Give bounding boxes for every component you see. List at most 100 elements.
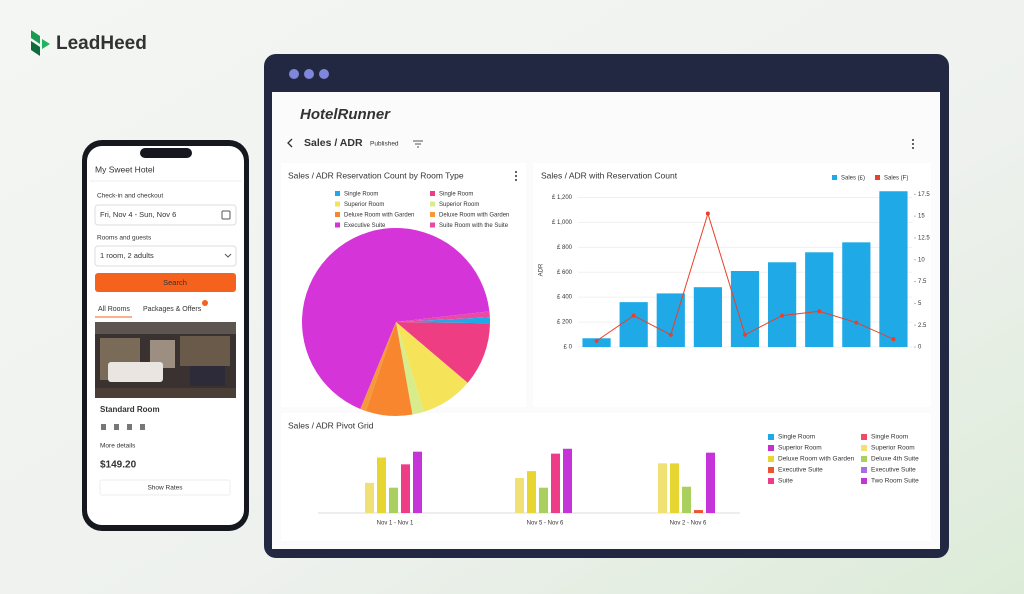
y-tick-label: £ 400 bbox=[557, 295, 573, 301]
bar bbox=[805, 252, 834, 347]
window-dot bbox=[289, 69, 299, 79]
legend-label: Single Room bbox=[778, 434, 815, 441]
pie-slice bbox=[396, 322, 424, 415]
bar bbox=[619, 302, 648, 347]
pie-slice bbox=[396, 311, 490, 322]
more-details[interactable]: More details bbox=[100, 443, 136, 450]
price: $149.20 bbox=[100, 460, 137, 471]
bar bbox=[389, 487, 398, 513]
bar bbox=[401, 464, 410, 513]
line-point bbox=[743, 332, 747, 337]
legend-label: Superior Room bbox=[439, 202, 479, 208]
legend-swatch bbox=[861, 445, 867, 451]
search-button[interactable] bbox=[95, 273, 236, 292]
back-icon[interactable] bbox=[287, 138, 293, 148]
line-point bbox=[668, 332, 673, 337]
y-axis-label: ADR bbox=[539, 263, 545, 276]
legend-swatch bbox=[430, 222, 435, 228]
y2-tick-label: 0 bbox=[918, 345, 922, 351]
dropdown-icon bbox=[224, 253, 232, 258]
legend-label: Executive Suite bbox=[344, 223, 386, 229]
show-rates-label: Show Rates bbox=[147, 485, 183, 492]
y2-tick-label: 5 bbox=[918, 301, 922, 307]
legend-swatch bbox=[768, 445, 774, 451]
line-point bbox=[705, 211, 710, 216]
legend-label: Superior Room bbox=[344, 202, 384, 208]
legend-swatch bbox=[861, 434, 867, 440]
bar bbox=[539, 487, 548, 513]
tab[interactable]: All Rooms bbox=[98, 306, 130, 313]
calendar-icon bbox=[221, 210, 231, 220]
dates-label: Check-in and checkout bbox=[97, 193, 163, 200]
chart-title: Sales / ADR Reservation Count by Room Ty… bbox=[288, 170, 464, 180]
show-rates-button[interactable] bbox=[99, 479, 231, 496]
dates-field[interactable] bbox=[94, 204, 237, 226]
legend-label: Deluxe Room with Garden bbox=[439, 213, 509, 219]
legend-label: Suite bbox=[778, 478, 793, 485]
legend-label: Deluxe Room with Garden bbox=[344, 213, 414, 219]
room-name: Standard Room bbox=[100, 405, 160, 414]
bar bbox=[879, 191, 908, 347]
pie-slice bbox=[396, 322, 490, 383]
legend-swatch bbox=[335, 201, 340, 207]
y2-tick-label: 12.5 bbox=[918, 236, 930, 242]
bar bbox=[377, 457, 386, 513]
legend-label: Suite Room with the Suite bbox=[439, 223, 509, 229]
hotelrunner-logo: HotelRunner bbox=[300, 106, 391, 123]
legend-swatch bbox=[335, 191, 340, 196]
y-tick-label: £ 1,200 bbox=[552, 195, 573, 201]
legend-swatch bbox=[768, 467, 774, 473]
legend-swatch bbox=[335, 212, 340, 217]
legend-label: Single Room bbox=[344, 192, 378, 198]
legend-label: Single Room bbox=[439, 192, 473, 198]
menu-icon[interactable] bbox=[515, 171, 517, 181]
bar bbox=[706, 452, 715, 513]
legend-swatch bbox=[768, 478, 774, 484]
legend-label: Two Room Suite bbox=[871, 478, 919, 485]
hotel-name: My Sweet Hotel bbox=[95, 164, 155, 174]
filter-icon[interactable] bbox=[413, 140, 423, 148]
y2-tick-label: 10 bbox=[918, 257, 925, 263]
legend-swatch bbox=[430, 191, 435, 196]
legend-swatch bbox=[768, 434, 774, 440]
bar bbox=[658, 463, 667, 513]
legend-label: Sales (£) bbox=[841, 176, 865, 182]
y-tick-label: £ 600 bbox=[557, 270, 573, 276]
line-point bbox=[891, 337, 896, 342]
phone-notch bbox=[140, 148, 192, 158]
line-point bbox=[780, 313, 785, 318]
line-point bbox=[631, 313, 636, 318]
line-point bbox=[817, 309, 822, 314]
y2-tick-label: 17.5 bbox=[918, 192, 930, 198]
legend-label: Superior Room bbox=[871, 445, 915, 452]
chart-title: Sales / ADR Pivot Grid bbox=[288, 420, 374, 430]
brand-name: LeadHeed bbox=[56, 33, 147, 54]
window-dot bbox=[304, 69, 314, 79]
x-tick-label: Nov 2 - Nov 6 bbox=[670, 521, 707, 527]
status: Published bbox=[370, 141, 399, 148]
legend-swatch bbox=[768, 456, 774, 462]
amenity-icons bbox=[101, 424, 145, 430]
line-point bbox=[594, 338, 599, 343]
chart-title: Sales / ADR with Reservation Count bbox=[541, 170, 678, 180]
rooms-label: Rooms and guests bbox=[97, 235, 152, 242]
menu-icon[interactable] bbox=[912, 139, 914, 149]
pie-slice bbox=[301, 227, 490, 409]
dashboard-title: Sales / ADR bbox=[304, 137, 363, 149]
legend-swatch bbox=[335, 222, 340, 228]
bar bbox=[527, 471, 536, 513]
tab[interactable]: Packages & Offers bbox=[143, 306, 202, 313]
bar bbox=[413, 451, 422, 513]
legend-label: Executive Suite bbox=[778, 467, 823, 474]
rooms: 1 room, 2 adults bbox=[100, 251, 154, 260]
rooms-field[interactable] bbox=[94, 245, 237, 267]
legend-label: Superior Room bbox=[778, 445, 822, 452]
bar bbox=[842, 242, 871, 347]
legend-swatch bbox=[430, 212, 435, 217]
legend-label: Single Room bbox=[871, 434, 908, 441]
y2-tick-label: 7.5 bbox=[918, 279, 927, 285]
legend-label: Executive Suite bbox=[871, 467, 916, 474]
pie-slice bbox=[396, 322, 468, 412]
